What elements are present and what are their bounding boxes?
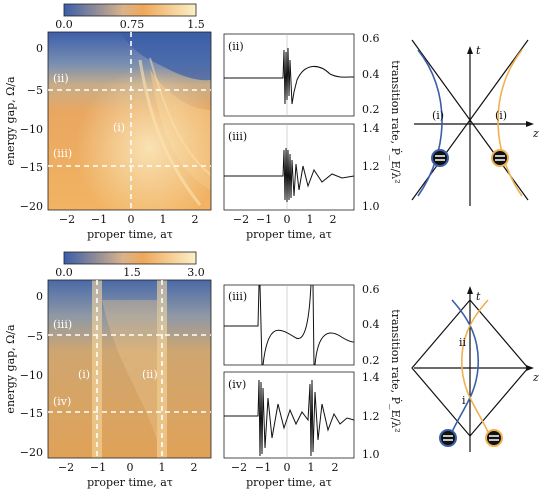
y-tick: 0 <box>36 42 43 55</box>
y-axis-label: energy gap, Ω/a <box>4 76 17 166</box>
y-tick: −15 <box>20 407 43 420</box>
x-tick: 0 <box>284 213 291 226</box>
heatmap-label: (ii) <box>53 72 69 85</box>
heatmap-label: (i) <box>113 121 125 134</box>
heatmap-label: (iii) <box>53 147 72 160</box>
colorbar-tick: 0.0 <box>55 18 73 31</box>
x-tick: 1 <box>308 461 315 474</box>
x-axis-label: proper time, aτ <box>87 476 173 489</box>
top-heatmap: (ii) (i) (iii) 0 −5 −10 −15 −20 −2 −1 0 … <box>4 31 212 241</box>
x-tick: −2 <box>233 213 249 226</box>
y-tick: −5 <box>27 330 43 343</box>
top-colorbar: 0.0 0.75 1.5 <box>55 3 205 31</box>
x-tick: 1 <box>159 461 166 474</box>
x-axis-label: proper time, aτ <box>246 228 332 241</box>
x-tick: 0 <box>127 461 134 474</box>
x-tick: 2 <box>332 461 339 474</box>
bottom-line-panel-iv: (iv) 1.4 1.2 1.0 −2 −1 0 1 2 proper time… <box>223 371 380 489</box>
x-tick: 0 <box>284 461 291 474</box>
y-tick: 0.2 <box>362 103 380 116</box>
bottom-line-panel-iii: (iii) 0.6 0.4 0.2 <box>223 283 380 367</box>
x-tick: 1 <box>160 213 167 226</box>
y-tick: 1.4 <box>362 122 380 135</box>
y-axis-label: energy gap, Ω/a <box>4 324 17 414</box>
detector-icon <box>431 149 449 167</box>
y-tick: 0.4 <box>362 68 380 81</box>
z-axis-label: z <box>532 127 539 140</box>
x-tick: −2 <box>59 213 75 226</box>
x-axis-label: proper time, aτ <box>87 228 173 241</box>
y-tick: −5 <box>27 84 43 97</box>
y-tick: −10 <box>20 369 43 382</box>
detector-icon <box>439 429 457 447</box>
y-tick: 0.6 <box>362 283 380 296</box>
y-tick: 0.4 <box>362 318 380 331</box>
trajectory-label: (i) <box>432 109 444 122</box>
heatmap-label: (iv) <box>53 395 71 408</box>
heatmap-label: (ii) <box>142 368 158 381</box>
x-tick: 2 <box>191 461 198 474</box>
trajectory-label: i <box>462 394 466 407</box>
y-tick: 1.0 <box>362 200 380 213</box>
top-spacetime-diagram: t z (i) (i) <box>411 39 539 206</box>
bottom-spacetime-diagram: t z ii i <box>411 286 539 452</box>
y-tick: 1.2 <box>362 160 380 173</box>
top-line-panel-iii: (iii) 1.4 1.2 1.0 −2 −1 0 1 2 proper tim… <box>223 122 380 241</box>
colorbar-tick: 1.5 <box>123 266 141 279</box>
y-tick: 0.6 <box>362 32 380 45</box>
colorbar-tick: 3.0 <box>187 266 205 279</box>
y-tick: 0 <box>36 290 43 303</box>
panel-tag: (iii) <box>228 130 247 143</box>
heatmap-label: (iii) <box>53 318 72 331</box>
x-tick: 1 <box>307 213 314 226</box>
x-tick: −1 <box>90 461 106 474</box>
trajectory-label: ii <box>459 336 467 349</box>
y-tick: 1.4 <box>362 371 380 384</box>
x-tick: −2 <box>231 461 247 474</box>
x-tick: 2 <box>192 213 199 226</box>
top-line-panel-ii: (ii) 0.6 0.4 0.2 <box>223 32 380 117</box>
bottom-colorbar: 0.0 1.5 3.0 <box>55 251 205 279</box>
y-axis-label-right: transition rate, Ṗ_E/λ² <box>389 60 403 183</box>
y-tick: −20 <box>20 200 43 213</box>
detector-icon <box>491 149 509 167</box>
heatmap-label: (i) <box>78 368 90 381</box>
y-tick: −15 <box>20 161 43 174</box>
x-tick: −1 <box>255 461 271 474</box>
x-tick: 0 <box>128 213 135 226</box>
detector-icon <box>485 429 503 447</box>
x-tick: 2 <box>330 213 337 226</box>
colorbar-tick: 1.5 <box>187 18 205 31</box>
bottom-row: 0.0 1.5 3.0 (iii) (i) (ii) (iv) 0 −5 −10… <box>4 251 539 489</box>
panel-tag: (ii) <box>228 40 244 53</box>
colorbar-tick: 0.75 <box>120 18 145 31</box>
y-tick: −20 <box>20 446 43 459</box>
x-tick: −1 <box>91 213 107 226</box>
y-axis-label-right: transition rate, Ṗ_E/λ² <box>389 309 403 432</box>
colorbar-tick: 0.0 <box>55 266 73 279</box>
x-tick: −1 <box>256 213 272 226</box>
top-row: 0.0 0.75 1.5 (ii) (i) (iii) 0 −5 −10 − <box>4 3 539 241</box>
panel-tag: (iv) <box>228 378 246 391</box>
y-tick: −10 <box>20 123 43 136</box>
z-axis-label: z <box>532 371 539 384</box>
y-tick: 1.0 <box>362 448 380 461</box>
trajectory-label: (i) <box>495 109 507 122</box>
t-axis-label: t <box>476 44 481 57</box>
bottom-heatmap: (iii) (i) (ii) (iv) 0 −5 −10 −15 −20 −2 … <box>4 279 212 489</box>
panel-tag: (iii) <box>228 290 247 303</box>
x-axis-label: proper time, aτ <box>246 476 332 489</box>
t-axis-label: t <box>476 290 481 303</box>
y-tick: 0.2 <box>362 354 380 367</box>
y-tick: 1.2 <box>362 410 380 423</box>
x-tick: −2 <box>58 461 74 474</box>
